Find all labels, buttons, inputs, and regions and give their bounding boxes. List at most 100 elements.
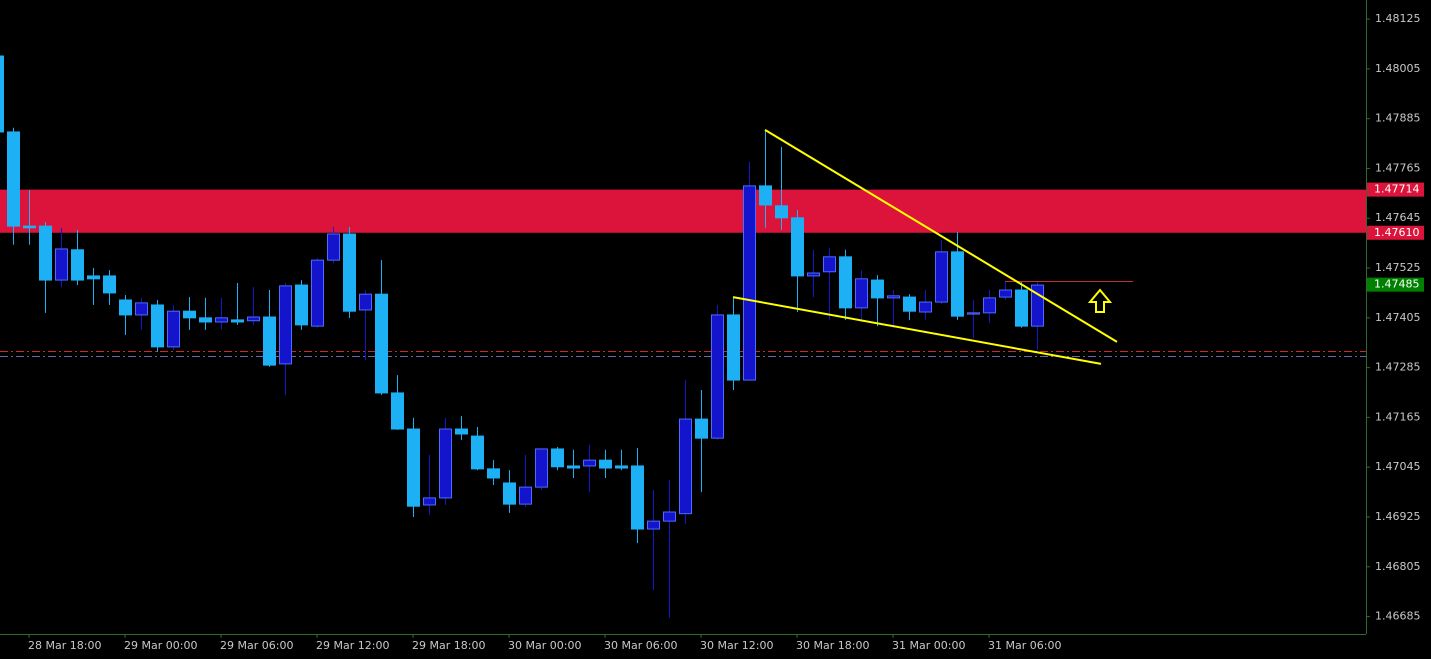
- candle-body: [791, 217, 804, 277]
- candle-body: [647, 520, 660, 530]
- candle-body: [727, 314, 740, 381]
- candle-body: [759, 185, 772, 206]
- x-tick-label: 30 Mar 18:00: [796, 639, 869, 652]
- candle-body: [519, 486, 532, 505]
- candle-body: [887, 295, 900, 299]
- plot-area: [0, 55, 1366, 618]
- candle-body: [567, 465, 580, 469]
- candle-body: [663, 511, 676, 522]
- candle-body: [935, 251, 948, 303]
- price-label: 1.47485: [1374, 278, 1420, 291]
- candle-body: [0, 55, 4, 133]
- candle-body: [343, 233, 356, 312]
- candle-body: [455, 428, 468, 435]
- candle-body: [407, 428, 420, 507]
- candle-body: [679, 418, 692, 515]
- trendline: [764, 129, 1118, 343]
- y-tick-label: 1.47525: [1375, 261, 1421, 274]
- candle-body: [199, 317, 212, 323]
- candle-body: [839, 256, 852, 309]
- candle-body: [135, 302, 148, 316]
- price-label-box: [1367, 182, 1424, 197]
- y-tick-label: 1.47285: [1375, 361, 1421, 374]
- candle-body: [615, 465, 628, 469]
- candle-body: [583, 459, 596, 467]
- candle-body: [103, 275, 116, 294]
- candle-body: [631, 465, 644, 530]
- x-tick-label: 29 Mar 12:00: [316, 639, 389, 652]
- x-tick-label: 31 Mar 06:00: [988, 639, 1061, 652]
- candle-body: [439, 428, 452, 499]
- price-label-box: [1367, 225, 1424, 240]
- candle-body: [359, 293, 372, 311]
- candle-body: [391, 392, 404, 430]
- candle-body: [87, 275, 100, 280]
- candle-body: [807, 272, 820, 277]
- y-tick-label: 1.48125: [1375, 12, 1421, 25]
- candle-body: [471, 435, 484, 470]
- candle-body: [279, 285, 292, 365]
- candle-body: [263, 316, 276, 366]
- candle-body: [423, 497, 436, 506]
- candle-body: [551, 448, 564, 468]
- price-label: 1.47714: [1374, 183, 1420, 196]
- candle-body: [487, 468, 500, 479]
- candle-body: [919, 301, 932, 313]
- x-tick-label: 30 Mar 12:00: [700, 639, 773, 652]
- candle-body: [871, 279, 884, 299]
- y-tick-label: 1.47645: [1375, 211, 1421, 224]
- y-tick-label: 1.47045: [1375, 460, 1421, 473]
- y-tick-label: 1.46685: [1375, 610, 1421, 623]
- candle-body: [1015, 289, 1028, 327]
- candle-body: [967, 312, 980, 315]
- candle-body: [951, 251, 964, 317]
- resistance-zone: [0, 189, 1366, 233]
- candle-body: [151, 304, 164, 348]
- candle-body: [167, 310, 180, 348]
- candle-body: [599, 459, 612, 469]
- candle-body: [183, 310, 196, 319]
- candle-body: [855, 278, 868, 309]
- x-tick-label: 28 Mar 18:00: [28, 639, 101, 652]
- y-tick-label: 1.47765: [1375, 161, 1421, 174]
- y-tick-label: 1.46805: [1375, 560, 1421, 573]
- candle-body: [39, 225, 52, 281]
- trendline: [732, 296, 1102, 365]
- candle-body: [247, 316, 260, 322]
- candle-body: [743, 185, 756, 381]
- candle-body: [823, 256, 836, 273]
- candle-body: [215, 317, 228, 323]
- y-tick-label: 1.47165: [1375, 410, 1421, 423]
- candle-body: [999, 289, 1012, 298]
- arrow-icon: [1087, 288, 1113, 313]
- candle-body: [295, 284, 308, 326]
- candle-body: [903, 296, 916, 312]
- y-tick-label: 1.48005: [1375, 62, 1421, 75]
- y-tick-label: 1.46925: [1375, 510, 1421, 523]
- candle-body: [311, 259, 324, 327]
- candle-body: [375, 293, 388, 394]
- candle-body: [503, 482, 516, 505]
- candle-body: [983, 297, 996, 314]
- candle-body: [71, 249, 84, 281]
- y-tick-label: 1.47885: [1375, 112, 1421, 125]
- candle-body: [23, 225, 36, 229]
- candle-body: [231, 319, 244, 323]
- candle-body: [535, 448, 548, 488]
- candle-body: [119, 299, 132, 316]
- x-tick-label: 29 Mar 00:00: [124, 639, 197, 652]
- candle-body: [711, 314, 724, 439]
- candle-body: [7, 131, 20, 227]
- x-tick-label: 29 Mar 18:00: [412, 639, 485, 652]
- candle-body: [327, 233, 340, 261]
- candle-body: [55, 248, 68, 281]
- x-tick-label: 29 Mar 06:00: [220, 639, 293, 652]
- price-label: 1.47610: [1374, 226, 1420, 239]
- candle-body: [695, 418, 708, 439]
- y-tick-label: 1.47405: [1375, 311, 1421, 324]
- price-label-box: [1367, 277, 1424, 292]
- x-tick-label: 30 Mar 00:00: [508, 639, 581, 652]
- x-tick-label: 30 Mar 06:00: [604, 639, 677, 652]
- candle-body: [775, 205, 788, 219]
